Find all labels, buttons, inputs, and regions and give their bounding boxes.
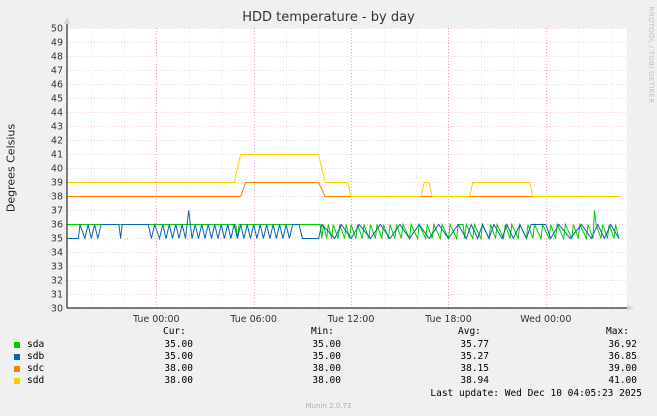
y-tick-label: 48 bbox=[51, 52, 63, 63]
y-tick-label: 32 bbox=[51, 276, 63, 287]
x-tick-label: Tue 00:00 bbox=[132, 314, 180, 325]
y-tick-label: 44 bbox=[51, 108, 63, 119]
x-tick-label: Wed 00:00 bbox=[520, 314, 571, 325]
y-tick-label: 35 bbox=[51, 234, 63, 245]
series-line-sdd bbox=[67, 154, 619, 197]
y-tick-label: 38 bbox=[51, 192, 63, 203]
y-axis: 30 31 32 33 34 35 36 37 38 39 40 41 42 43 44 45 46 47 48 49… bbox=[51, 24, 63, 315]
legend-min-value: 38.00 bbox=[312, 363, 341, 374]
grid bbox=[67, 28, 627, 309]
y-tick-label: 40 bbox=[51, 164, 63, 175]
legend-header-avg: Avg: bbox=[458, 326, 481, 337]
legend-swatch bbox=[14, 354, 20, 360]
legend-row: sdd 38.00 38.00 38.94 41.00 bbox=[0, 375, 657, 387]
series-group bbox=[67, 154, 620, 241]
series-line-sdb bbox=[67, 210, 620, 241]
legend-swatch bbox=[14, 378, 20, 384]
legend-cur-value: 35.00 bbox=[164, 351, 193, 362]
legend-series-name: sdb bbox=[27, 351, 45, 362]
legend-avg-value: 35.77 bbox=[460, 339, 489, 350]
legend-header-min: Min: bbox=[311, 326, 334, 337]
legend-avg-value: 35.27 bbox=[460, 351, 489, 362]
legend-max-value: 39.00 bbox=[608, 363, 637, 374]
y-tick-label: 36 bbox=[51, 220, 63, 231]
munin-version: Munin 2.0.73 bbox=[305, 402, 352, 410]
rrdtool-watermark: RRDTOOL / TOBI OETIKER bbox=[647, 6, 655, 104]
legend-cur-value: 38.00 bbox=[164, 375, 193, 386]
y-tick-label: 49 bbox=[51, 38, 63, 49]
legend-swatch bbox=[14, 342, 20, 348]
y-tick-label: 34 bbox=[51, 248, 63, 259]
y-tick-label: 31 bbox=[51, 290, 63, 301]
legend-max-value: 36.85 bbox=[608, 351, 637, 362]
x-tick-label: Tue 18:00 bbox=[424, 314, 472, 325]
y-tick-label: 46 bbox=[51, 80, 63, 91]
legend-avg-value: 38.94 bbox=[460, 375, 489, 386]
legend-series-name: sda bbox=[27, 339, 45, 350]
legend-min-value: 35.00 bbox=[312, 339, 341, 350]
legend-header-max: Max: bbox=[606, 326, 629, 337]
y-axis-label: Degrees Celsius bbox=[4, 123, 18, 213]
y-tick-label: 30 bbox=[51, 304, 63, 315]
y-tick-label: 37 bbox=[51, 206, 63, 217]
y-tick-label: 41 bbox=[51, 150, 63, 161]
x-axis: Tue 00:00 Tue 06:00 Tue 12:00 Tue 18:00 Wed … bbox=[132, 314, 571, 325]
last-update: Last update: Wed Dec 10 04:05:23 2025 bbox=[430, 388, 642, 399]
y-tick-label: 47 bbox=[51, 66, 63, 77]
y-tick-label: 50 bbox=[51, 24, 63, 35]
legend-header-cur: Cur: bbox=[163, 326, 186, 337]
legend-series-name: sdc bbox=[27, 363, 45, 374]
x-tick-label: Tue 12:00 bbox=[327, 314, 375, 325]
legend-max-value: 41.00 bbox=[608, 375, 637, 386]
legend-row: sdc 38.00 38.00 38.15 39.00 bbox=[0, 363, 657, 375]
legend-min-value: 38.00 bbox=[312, 375, 341, 386]
legend-series-name: sdd bbox=[27, 375, 45, 386]
y-tick-label: 39 bbox=[51, 178, 63, 189]
plot-area bbox=[67, 28, 627, 308]
y-tick-label: 45 bbox=[51, 94, 63, 105]
y-tick-label: 33 bbox=[51, 262, 63, 273]
y-tick-label: 42 bbox=[51, 136, 63, 147]
legend-row: sda 35.00 35.00 35.77 36.92 bbox=[0, 339, 657, 351]
legend-header-row: Cur: Min: Avg: Max: bbox=[0, 326, 657, 338]
y-axis-arrow-icon bbox=[64, 17, 70, 24]
y-tick-label: 43 bbox=[51, 122, 63, 133]
legend-cur-value: 35.00 bbox=[164, 339, 193, 350]
legend-swatch bbox=[14, 366, 20, 372]
legend-avg-value: 38.15 bbox=[460, 363, 489, 374]
legend-min-value: 35.00 bbox=[312, 351, 341, 362]
x-axis-arrow-icon bbox=[627, 305, 634, 311]
x-tick-label: Tue 06:00 bbox=[229, 314, 277, 325]
legend-max-value: 36.92 bbox=[608, 339, 637, 350]
legend-cur-value: 38.00 bbox=[164, 363, 193, 374]
chart-title: HDD temperature - by day bbox=[242, 10, 415, 25]
legend-row: sdb 35.00 35.00 35.27 36.85 bbox=[0, 351, 657, 363]
